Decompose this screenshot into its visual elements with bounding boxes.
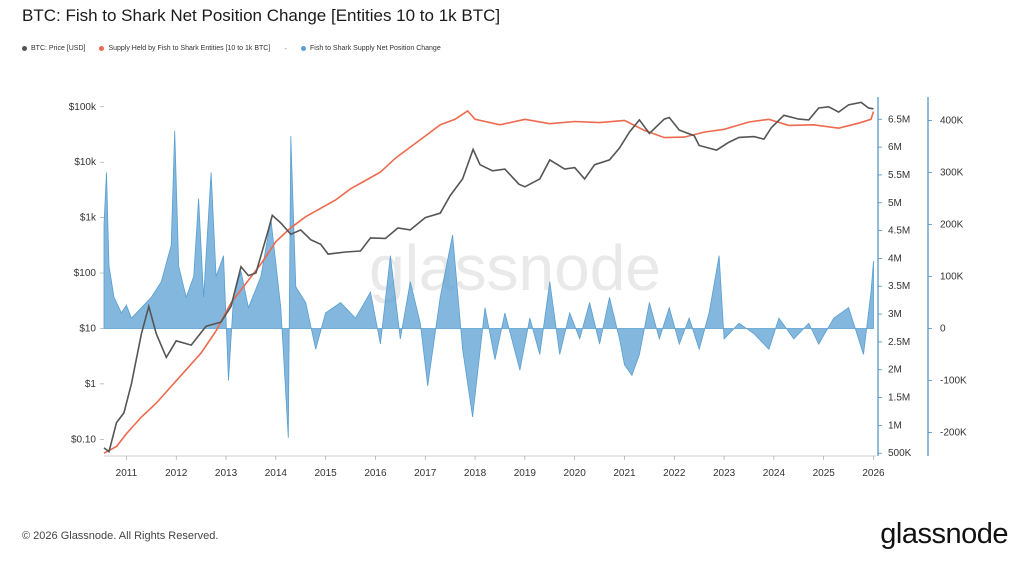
x-tick-label: 2025: [813, 468, 836, 479]
x-tick-label: 2021: [613, 468, 636, 479]
watermark-text: glassnode: [369, 232, 661, 304]
legend: BTC: Price [USD] Supply Held by Fish to …: [22, 44, 455, 53]
x-tick-label: 2023: [713, 468, 736, 479]
x-tick-label: 2022: [663, 468, 686, 479]
left-tick-label: $100k: [69, 102, 97, 113]
left-tick-label: $100: [74, 268, 97, 279]
left-tick-label: $1k: [80, 213, 97, 224]
left-tick-label: $10: [79, 323, 96, 334]
chart-title: BTC: Fish to Shark Net Position Change […: [22, 6, 501, 25]
left-tick-label: $1: [85, 379, 97, 390]
right-2-tick-label: -200K: [940, 428, 967, 439]
legend-label-supply: Supply Held by Fish to Shark Entities [1…: [108, 45, 271, 52]
right-1-tick-label: 5M: [888, 198, 902, 209]
right-1-tick-label: 6M: [888, 142, 902, 153]
x-tick-label: 2026: [862, 468, 885, 479]
change-dot-icon: [300, 46, 306, 51]
right-1-tick-label: 2M: [888, 365, 902, 376]
right-1-tick-label: 1M: [888, 420, 902, 431]
left-tick-label: $0.10: [71, 434, 96, 445]
brand-logo: glassnode: [880, 518, 1008, 550]
legend-label-price: BTC: Price [USD]: [31, 45, 86, 52]
x-tick-label: 2014: [265, 468, 288, 479]
supply-dot-icon: [99, 46, 105, 51]
x-tick-label: 2019: [514, 468, 537, 479]
right-1-tick-label: 2.5M: [888, 337, 910, 348]
series-price-line: [103, 101, 874, 453]
right-1-tick-label: 4M: [888, 253, 902, 264]
right-1-tick-label: 5.5M: [888, 170, 910, 181]
right-1-tick-label: 1.5M: [888, 393, 910, 404]
right-2-tick-label: 100K: [940, 272, 964, 283]
x-tick-label: 2016: [364, 468, 387, 479]
right-1-tick-label: 6.5M: [888, 114, 910, 125]
right-2-tick-label: 200K: [940, 219, 964, 230]
right-1-tick-label: 4.5M: [888, 226, 910, 237]
right-2-tick-label: -100K: [940, 376, 967, 387]
left-tick-label: $10k: [74, 157, 97, 168]
right-1-tick-label: 3.5M: [888, 281, 910, 292]
right-1-tick-label: 500K: [888, 448, 912, 459]
x-tick-label: 2015: [315, 468, 338, 479]
right-2-tick-label: 0: [940, 324, 946, 335]
x-tick-label: 2013: [215, 468, 238, 479]
legend-item-price[interactable]: BTC: Price [USD]: [22, 45, 85, 52]
right-2-tick-label: 300K: [940, 167, 964, 178]
series-supply-line: [103, 109, 875, 454]
x-tick-label: 2017: [414, 468, 437, 479]
x-tick-label: 2011: [116, 468, 138, 479]
legend-label-change: Fish to Shark Supply Net Position Change: [309, 45, 441, 52]
x-tick-label: 2024: [763, 468, 786, 479]
right-2-tick-label: 400K: [940, 115, 964, 126]
x-tick-label: 2020: [564, 468, 587, 479]
x-tick-label: 2012: [165, 468, 188, 479]
series-net-position-change-area: [103, 130, 874, 438]
x-tick-label: 2018: [464, 468, 487, 479]
right-1-tick-label: 3M: [888, 309, 902, 320]
copyright-text: © 2026 Glassnode. All Rights Reserved.: [22, 530, 219, 542]
legend-item-change[interactable]: Fish to Shark Supply Net Position Change: [300, 45, 441, 52]
legend-separator: -: [284, 44, 287, 53]
legend-item-supply[interactable]: Supply Held by Fish to Shark Entities [1…: [99, 45, 270, 52]
price-dot-icon: [22, 46, 27, 51]
